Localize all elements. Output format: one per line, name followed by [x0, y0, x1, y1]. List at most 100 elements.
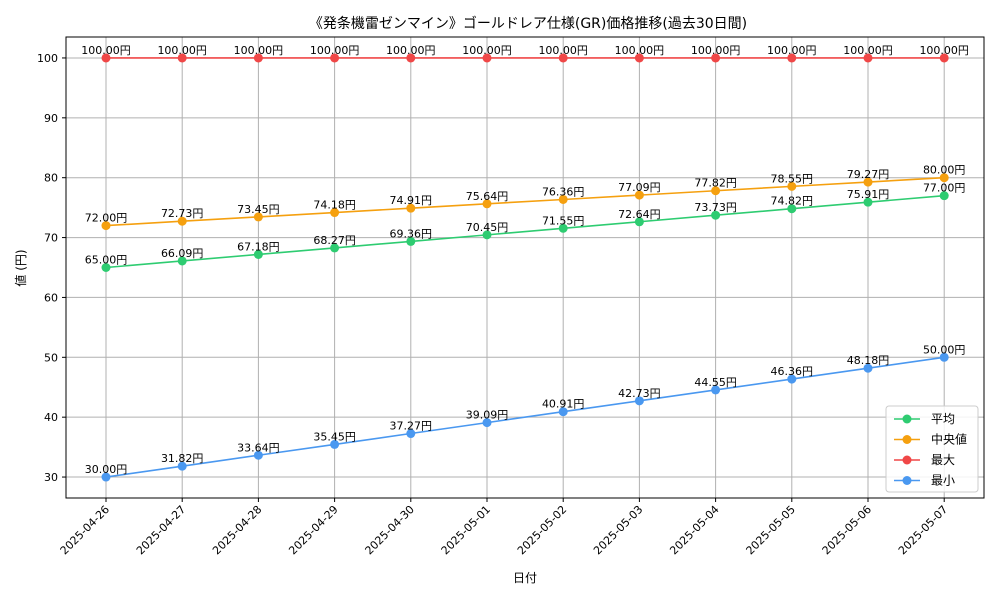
data-point	[101, 263, 111, 272]
y-tick-label: 70	[44, 232, 58, 245]
data-point	[634, 217, 644, 227]
x-tick-label: 2025-04-28	[210, 503, 264, 557]
data-point	[939, 352, 949, 362]
grid	[66, 37, 984, 498]
data-label: 72.64円	[618, 208, 661, 221]
data-point	[406, 53, 416, 63]
data-label: 39.09円	[466, 409, 509, 422]
data-label: 68.27円	[313, 234, 356, 247]
data-label: 31.82円	[161, 452, 204, 465]
data-label: 100.00円	[843, 44, 893, 57]
data-point	[101, 221, 111, 231]
data-label: 40.91円	[542, 398, 585, 411]
data-label: 77.82円	[694, 177, 737, 190]
data-point	[787, 374, 797, 384]
y-tick-label: 30	[44, 471, 58, 484]
data-label: 100.00円	[538, 44, 588, 57]
data-label: 48.18円	[847, 354, 890, 367]
data-label: 74.82円	[771, 195, 814, 208]
data-label: 44.55円	[694, 376, 737, 389]
y-axis: 30 40 50 60 70 80 90 100	[37, 52, 66, 484]
x-tick-label: 2025-04-29	[286, 503, 340, 557]
x-tick-label: 2025-05-02	[515, 503, 569, 557]
data-label: 75.64円	[466, 190, 509, 203]
y-tick-label: 50	[44, 351, 58, 364]
data-label: 74.18円	[313, 199, 356, 212]
data-label: 72.73円	[161, 207, 204, 220]
data-point	[330, 439, 340, 449]
data-label: 50.00円	[923, 343, 966, 356]
y-axis-label: 値 (円)	[13, 249, 28, 286]
data-point	[253, 249, 263, 259]
legend-swatch-marker	[902, 476, 912, 485]
series-group	[101, 53, 949, 482]
data-point	[711, 210, 721, 220]
data-point	[939, 191, 949, 201]
data-point	[406, 236, 416, 246]
data-point	[330, 53, 340, 63]
data-point	[558, 194, 568, 204]
x-tick-label: 2025-05-01	[439, 503, 493, 557]
legend-swatch-marker	[902, 435, 912, 444]
data-label: 30.00円	[85, 463, 128, 476]
data-point	[482, 230, 492, 240]
data-label: 73.45円	[237, 203, 280, 216]
plot-frame	[65, 36, 985, 499]
data-point	[787, 204, 797, 214]
data-label: 76.36円	[542, 185, 585, 198]
data-point	[177, 461, 187, 471]
data-label: 71.55円	[542, 214, 585, 227]
data-point	[711, 385, 721, 395]
data-point	[939, 53, 949, 63]
data-point	[177, 216, 187, 226]
data-label: 66.09円	[161, 247, 204, 260]
legend-label: 中央値	[931, 432, 967, 447]
data-label: 77.09円	[618, 181, 661, 194]
series-line	[105, 176, 945, 227]
data-label: 72.00円	[85, 212, 128, 225]
y-tick-label: 60	[44, 291, 58, 304]
data-label: 100.00円	[81, 44, 131, 57]
x-tick-label: 2025-04-26	[58, 503, 112, 557]
data-label: 100.00円	[767, 44, 817, 57]
data-point	[330, 243, 340, 253]
x-tick-label: 2025-05-05	[744, 503, 798, 557]
data-label: 46.36円	[771, 365, 814, 378]
data-label: 100.00円	[234, 44, 284, 57]
data-label: 73.73円	[694, 201, 737, 214]
data-label: 65.00円	[85, 254, 128, 267]
data-label: 100.00円	[919, 44, 969, 57]
legend-swatch-marker	[902, 455, 912, 465]
data-point	[253, 212, 263, 222]
y-tick-label: 80	[44, 172, 58, 185]
x-tick-label: 2025-05-06	[820, 503, 874, 557]
data-label: 33.64円	[237, 441, 280, 454]
data-label: 100.00円	[157, 44, 207, 57]
data-point	[482, 53, 492, 63]
data-label: 100.00円	[310, 44, 360, 57]
data-label: 75.91円	[847, 188, 890, 201]
legend-swatch-marker	[902, 414, 912, 424]
legend-label: 最大	[931, 453, 955, 467]
x-axis: 2025-04-26 2025-04-27 2025-04-28 2025-04-29…	[58, 498, 950, 557]
data-point	[101, 53, 111, 63]
data-label: 77.00円	[923, 182, 966, 195]
legend-label: 平均	[931, 412, 955, 426]
x-tick-label: 2025-05-03	[591, 503, 645, 557]
data-point	[101, 472, 111, 482]
x-axis-label: 日付	[513, 571, 537, 585]
data-label: 67.18円	[237, 240, 280, 253]
data-label: 79.27円	[847, 168, 890, 181]
data-label: 70.45円	[466, 221, 509, 234]
data-point	[482, 199, 492, 209]
data-point	[558, 407, 568, 417]
chart-title: 《発条機雷ゼンマイン》ゴールドレア仕様(GR)価格推移(過去30日間)	[309, 15, 747, 32]
data-label: 69.36円	[390, 227, 433, 240]
data-point	[253, 53, 263, 63]
data-label: 100.00円	[691, 44, 741, 57]
data-point	[253, 450, 263, 460]
data-point	[787, 181, 797, 191]
series-line	[105, 194, 945, 269]
x-tick-label: 2025-05-07	[896, 503, 950, 557]
